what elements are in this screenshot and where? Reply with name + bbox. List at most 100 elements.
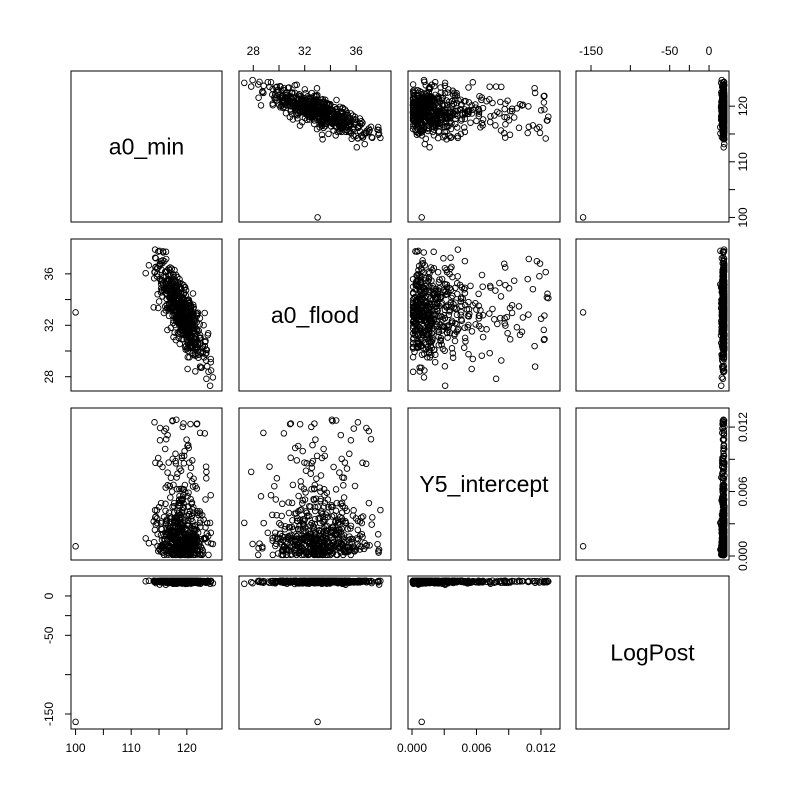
point bbox=[282, 109, 290, 117]
point bbox=[494, 320, 501, 328]
point bbox=[442, 115, 450, 122]
point bbox=[203, 375, 210, 383]
panel-frame-1-2 bbox=[407, 238, 561, 392]
point bbox=[719, 375, 727, 383]
point bbox=[502, 121, 509, 128]
point bbox=[513, 105, 521, 112]
point bbox=[486, 310, 493, 317]
point bbox=[492, 287, 499, 294]
point bbox=[309, 441, 316, 449]
point bbox=[308, 112, 316, 119]
point bbox=[448, 294, 455, 302]
point bbox=[442, 117, 450, 125]
point bbox=[475, 112, 483, 120]
point bbox=[280, 430, 288, 437]
point bbox=[161, 445, 169, 453]
point bbox=[271, 94, 278, 101]
point bbox=[264, 529, 272, 537]
point bbox=[203, 468, 210, 476]
point bbox=[336, 128, 344, 135]
point bbox=[368, 521, 375, 528]
point bbox=[502, 281, 509, 289]
point bbox=[497, 293, 505, 300]
point bbox=[337, 431, 345, 439]
point bbox=[524, 275, 531, 283]
point bbox=[483, 326, 490, 333]
point bbox=[337, 124, 344, 131]
point bbox=[264, 78, 272, 86]
point bbox=[301, 86, 309, 93]
point bbox=[496, 110, 503, 117]
point bbox=[375, 126, 382, 134]
point bbox=[448, 119, 455, 127]
point bbox=[358, 117, 365, 125]
point bbox=[413, 131, 421, 138]
point bbox=[277, 104, 284, 111]
point bbox=[506, 131, 514, 139]
point bbox=[501, 134, 509, 141]
panel-frame-1-3 bbox=[575, 238, 730, 392]
point bbox=[487, 113, 494, 120]
point bbox=[461, 128, 469, 136]
point bbox=[330, 463, 337, 471]
point bbox=[369, 134, 376, 142]
point bbox=[202, 463, 210, 470]
panel-frame-2-0 bbox=[70, 407, 223, 561]
point bbox=[313, 85, 321, 92]
point bbox=[477, 124, 484, 131]
point bbox=[504, 329, 511, 337]
point bbox=[353, 144, 361, 151]
point bbox=[288, 89, 296, 96]
point bbox=[374, 540, 381, 548]
point bbox=[321, 106, 328, 113]
point bbox=[304, 93, 312, 100]
point bbox=[461, 257, 469, 265]
point bbox=[447, 265, 454, 272]
point bbox=[333, 96, 340, 104]
point bbox=[354, 419, 362, 426]
point bbox=[320, 117, 328, 125]
point bbox=[205, 551, 212, 559]
point bbox=[422, 117, 430, 124]
point bbox=[525, 103, 532, 110]
panel-frame-0-3 bbox=[575, 70, 730, 223]
point bbox=[332, 507, 340, 515]
point bbox=[291, 89, 299, 97]
point bbox=[319, 136, 326, 143]
point bbox=[266, 463, 273, 470]
point bbox=[422, 82, 430, 89]
point bbox=[452, 120, 459, 128]
point bbox=[579, 543, 587, 550]
point bbox=[367, 435, 375, 443]
point bbox=[506, 336, 514, 343]
point bbox=[441, 363, 449, 370]
point bbox=[186, 472, 194, 479]
point bbox=[332, 132, 339, 139]
point bbox=[475, 290, 482, 298]
point bbox=[540, 92, 548, 100]
point bbox=[350, 425, 358, 432]
point bbox=[207, 491, 214, 499]
point bbox=[720, 144, 727, 151]
point bbox=[167, 494, 174, 501]
point bbox=[362, 460, 370, 468]
point bbox=[154, 454, 162, 462]
point bbox=[427, 118, 434, 126]
point bbox=[167, 474, 175, 482]
point bbox=[260, 89, 267, 97]
point bbox=[498, 83, 505, 91]
point bbox=[328, 513, 336, 520]
point bbox=[541, 106, 548, 113]
panel-frame-3-3 bbox=[575, 575, 730, 730]
point bbox=[409, 81, 417, 88]
point bbox=[492, 375, 500, 383]
point bbox=[510, 277, 518, 284]
point bbox=[368, 133, 375, 141]
point bbox=[435, 127, 442, 135]
point bbox=[457, 106, 465, 113]
point bbox=[410, 121, 417, 128]
point bbox=[540, 99, 548, 106]
point bbox=[425, 115, 433, 122]
point bbox=[289, 481, 297, 489]
panel-points-1-0 bbox=[72, 246, 217, 389]
